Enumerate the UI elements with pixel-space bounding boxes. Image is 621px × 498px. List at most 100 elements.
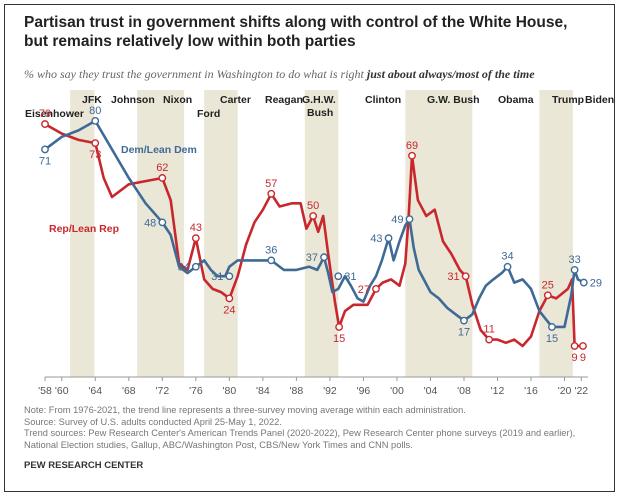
x-tick-label: '64 (88, 385, 102, 397)
label-marker (41, 120, 49, 128)
label-marker (384, 234, 393, 243)
series-lines (43, 119, 586, 348)
note-survey: Source: Survey of U.S. adults conducted … (24, 416, 282, 427)
label-marker (485, 335, 494, 344)
x-tick-label: '68 (122, 385, 136, 397)
line-dem-lean-dem (43, 119, 586, 329)
legend-rep-lean-rep: Rep/Lean Rep (49, 223, 119, 235)
admin-label-nixon: Nixon (163, 94, 192, 106)
label-marker (579, 342, 587, 350)
data-label: 17 (458, 327, 470, 339)
data-label: 9 (572, 352, 578, 364)
series-legend: Dem/Lean Dem Rep/Lean Rep (49, 144, 197, 235)
line-rep-lean-rep (43, 122, 585, 348)
admin-label-biden: Biden (585, 94, 614, 106)
data-label: 43 (190, 222, 202, 234)
data-label: 49 (391, 214, 403, 226)
label-marker (320, 253, 328, 262)
data-label: 43 (370, 233, 382, 245)
admin-label-g-w-bush: G.W. Bush (427, 94, 480, 106)
label-marker (335, 323, 344, 331)
label-marker (372, 285, 380, 293)
label-marker (579, 278, 588, 287)
data-label: 73 (89, 149, 101, 161)
chart-title: Partisan trust in government shifts alon… (24, 14, 568, 50)
data-label: 62 (156, 162, 168, 174)
x-tick-label: '20 (558, 385, 572, 397)
label-marker (41, 145, 49, 154)
admin-label-trump: Trump (552, 94, 584, 106)
admin-label-johnson: Johnson (111, 94, 155, 106)
x-axis: '58'60 '64 '68 '72 '76 '80 '84 '88 '92 '96 '00 '04 '… (38, 376, 588, 397)
band-g-w-bush (405, 90, 473, 377)
data-label: 15 (546, 333, 558, 345)
label-marker (460, 316, 468, 325)
note-moving-average: Note: From 1976-2021, the trend line rep… (24, 405, 466, 415)
data-label: 50 (307, 200, 319, 212)
admin-label-jfk: JFK (82, 94, 102, 106)
label-marker (548, 323, 556, 331)
data-label: 29 (590, 278, 602, 290)
label-marker (91, 117, 100, 125)
admin-label-g-h-w-bush: G.H.W. (302, 94, 336, 106)
administration-bands (70, 90, 573, 377)
subtitle-emphasis: just about always/most of the time (366, 67, 535, 81)
x-tick-label: '80 (223, 385, 237, 397)
x-tick-label: '04 (424, 385, 438, 397)
footnotes: Note: From 1976-2021, the trend line rep… (24, 405, 604, 451)
admin-label-g-h-w-bush-line2: Bush (307, 107, 333, 119)
data-label: 79 (39, 108, 51, 120)
data-label: 24 (223, 304, 235, 316)
x-tick-label: '58 (38, 385, 52, 397)
x-tick-label: '92 (323, 385, 337, 397)
data-label: 11 (483, 324, 494, 336)
subtitle-text: % who say they trust the government in W… (24, 67, 367, 81)
label-marker (570, 342, 579, 350)
data-label: 69 (406, 140, 418, 152)
chart-subtitle: % who say they trust the government in W… (24, 67, 604, 82)
admin-label-ford: Ford (197, 108, 220, 120)
data-label: 15 (333, 333, 345, 345)
data-label-markers (41, 117, 588, 350)
label-marker (91, 139, 100, 147)
label-marker (570, 265, 579, 274)
admin-label-clinton: Clinton (365, 94, 401, 106)
x-tick-label: '84 (256, 385, 270, 397)
band-nixon (137, 90, 185, 377)
label-marker (408, 151, 416, 160)
data-label: 48 (144, 217, 156, 229)
data-label: 71 (39, 155, 51, 167)
data-label: 31 (344, 271, 356, 283)
label-marker (267, 256, 276, 265)
data-label: 37 (306, 252, 318, 264)
label-marker (405, 215, 414, 224)
data-label: 34 (178, 262, 190, 274)
admin-label-obama: Obama (498, 94, 534, 106)
label-marker (503, 262, 512, 271)
admin-label-carter: Carter (220, 94, 251, 106)
label-marker (191, 262, 200, 271)
label-marker (309, 212, 318, 220)
band-carter (204, 90, 238, 377)
x-tick-label: '88 (290, 385, 304, 397)
x-tick-label: '16 (524, 385, 538, 397)
data-label: 34 (501, 251, 513, 263)
admin-label-reagan: Reagan (265, 94, 303, 106)
x-tick-label: '60 (55, 385, 69, 397)
label-marker (267, 189, 276, 198)
label-marker (461, 272, 470, 281)
admin-label-eisenhower: Eisenhower (25, 108, 84, 120)
x-tick-label: '08 (457, 385, 471, 397)
data-label: 80 (89, 105, 101, 117)
data-label: 31 (447, 271, 459, 283)
label-marker (191, 234, 200, 243)
data-label: 33 (568, 254, 580, 266)
label-marker (158, 174, 167, 182)
data-label: 27 (358, 284, 370, 296)
x-tick-label: '76 (189, 385, 203, 397)
x-tick-label: '96 (357, 385, 371, 397)
x-tick-label: '12 (491, 385, 505, 397)
band-trump (539, 90, 573, 377)
